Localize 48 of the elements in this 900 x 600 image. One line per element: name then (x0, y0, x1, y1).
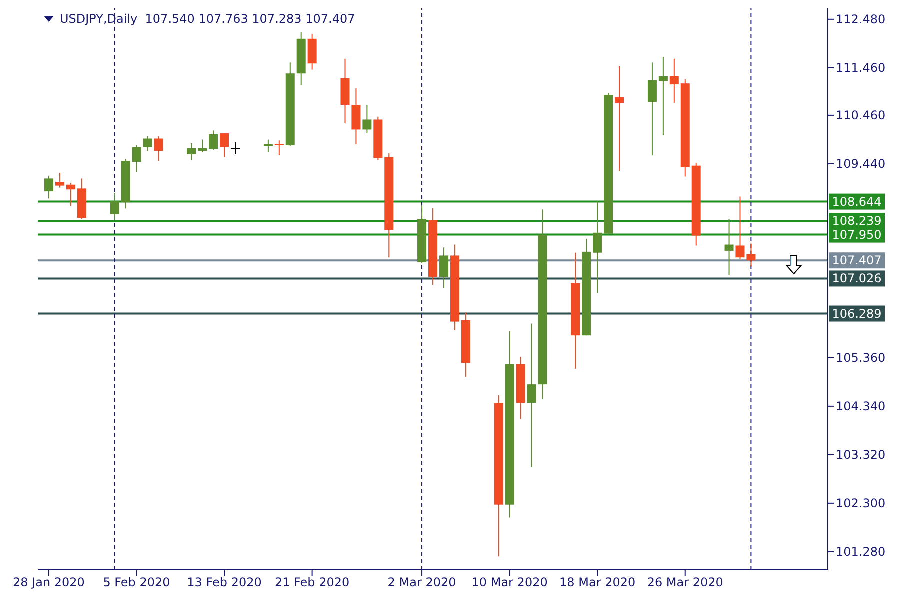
y-tick-label: 110.460 (836, 108, 886, 123)
candlestick (220, 133, 230, 158)
ref-line-label: 107.407 (832, 254, 882, 268)
x-tick-label: 18 Mar 2020 (560, 576, 636, 590)
y-tick-label: 112.480 (836, 12, 886, 27)
candlestick (187, 143, 196, 161)
ref-line-label: 108.644 (832, 194, 882, 209)
candlestick (132, 144, 142, 173)
y-tick-label: 111.460 (836, 61, 886, 76)
x-tick-label: 26 Mar 2020 (647, 576, 724, 590)
x-tick-label: 5 Feb 2020 (103, 576, 170, 590)
ref-line-label: 106.289 (832, 306, 882, 321)
ref-line-label: 108.239 (832, 214, 882, 228)
x-tick-label: 10 Mar 2020 (472, 576, 548, 590)
y-tick-label: 101.280 (836, 545, 886, 560)
y-tick-label: 105.360 (836, 351, 886, 366)
candlestick (658, 56, 668, 136)
candlestick (615, 66, 624, 172)
chart-title: USDJPY,Daily 107.540 107.763 107.283 107.407 (60, 12, 356, 26)
y-tick-label: 104.340 (836, 400, 886, 414)
ref-line-label: 107.950 (832, 228, 882, 242)
x-tick-label: 21 Feb 2020 (274, 576, 350, 590)
candlestick (362, 104, 372, 134)
candlestick (110, 192, 120, 221)
candlestick (44, 175, 54, 200)
x-tick-label: 28 Jan 2020 (13, 576, 85, 590)
y-tick-label: 102.300 (836, 496, 886, 511)
ref-line-label: 107.026 (832, 272, 882, 286)
y-tick-label: 103.320 (836, 448, 886, 462)
x-tick-label: 13 Feb 2020 (187, 576, 262, 590)
candlestick (209, 130, 218, 151)
candlestick (439, 247, 448, 289)
candlestick (55, 172, 64, 188)
y-tick-label: 109.440 (836, 157, 886, 172)
candlestick (154, 136, 164, 162)
candlestick (143, 136, 152, 152)
candlestick (593, 201, 602, 294)
candlestick (231, 142, 240, 155)
x-tick-label: 2 Mar 2020 (388, 576, 456, 590)
candlestick (527, 323, 536, 468)
candlestick (670, 58, 679, 104)
candlestick (736, 196, 745, 260)
candlestick (264, 139, 273, 153)
candlestick (724, 218, 734, 276)
candlestick (274, 140, 284, 156)
candlestick (66, 182, 76, 207)
candlestick (648, 62, 657, 156)
candlestick (746, 243, 756, 268)
